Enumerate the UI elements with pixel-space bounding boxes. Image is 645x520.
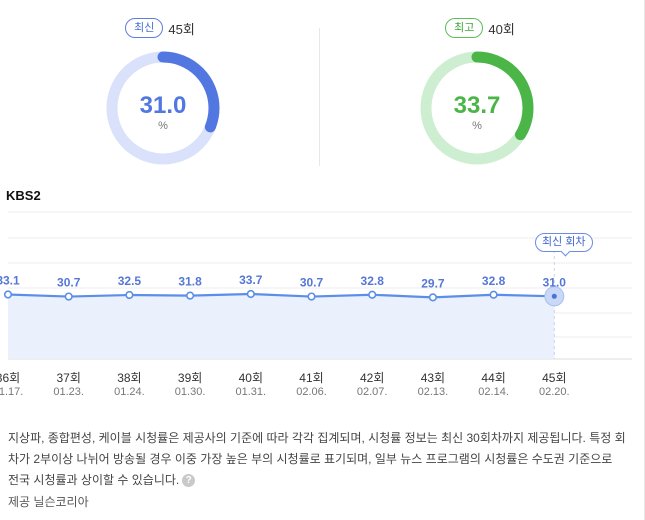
data-label: 31.0 [543, 275, 567, 289]
data-label: 33.1 [0, 274, 20, 288]
episode-label: 43회 [420, 371, 446, 385]
best-gauge: 33.7 % [417, 48, 537, 168]
episode-label: 38회 [117, 371, 142, 385]
data-label: 33.7 [239, 273, 263, 287]
rating-trend-chart: 33.1 30.7 32.5 31.8 33.7 30.7 32.8 29.7 32.8 31.0 [0, 211, 632, 360]
date-label: 01.23. [53, 386, 84, 398]
data-label: 30.7 [57, 276, 81, 290]
gauge-divider [319, 28, 320, 166]
date-label: 01.17. [0, 386, 24, 398]
latest-gauge-arc [106, 51, 220, 165]
episode-label: 39회 [177, 371, 203, 385]
date-label: 02.06. [296, 386, 327, 398]
latest-gauge: 31.0 % [103, 48, 223, 168]
help-icon[interactable]: ? [182, 474, 196, 488]
best-rating-panel: 최고 40회 33.7 % [320, 0, 640, 180]
provider-credit: 제공 닐슨코리아 [8, 495, 89, 509]
data-point [125, 290, 134, 300]
data-label: 32.8 [482, 274, 506, 288]
date-label: 02.13. [417, 386, 449, 398]
best-gauge-arc [420, 51, 534, 165]
best-rating-unit: % [472, 120, 482, 132]
episode-label: 45회 [542, 371, 567, 385]
data-point [307, 292, 316, 301]
best-header: 최고 40회 [320, 18, 640, 38]
notes-text: 지상파, 종합편성, 케이블 시청률은 제공사의 기준에 따라 각각 집계되며,… [8, 431, 626, 487]
latest-badge: 최신 [125, 18, 164, 38]
best-rating-value: 33.7 [453, 92, 501, 119]
data-point [186, 291, 195, 300]
data-label: 30.7 [300, 276, 324, 290]
data-point [64, 292, 73, 301]
episode-label: 44회 [481, 371, 506, 385]
rating-notes: 지상파, 종합편성, 케이블 시청률은 제공사의 기준에 따라 각각 집계되며,… [8, 428, 626, 491]
latest-rating-value: 31.0 [139, 92, 187, 119]
data-point [551, 293, 557, 299]
date-label: 02.14. [478, 386, 509, 398]
latest-episode-count: 45회 [168, 21, 195, 37]
data-point [3, 290, 13, 299]
date-label: 01.30. [174, 386, 206, 398]
episode-label: 40회 [238, 371, 263, 385]
data-point [246, 289, 255, 299]
latest-rating-unit: % [158, 120, 168, 132]
date-label: 01.31. [235, 386, 267, 398]
area-fill [8, 294, 555, 359]
data-label: 31.8 [178, 275, 202, 289]
channel-name: KBS2 [6, 188, 41, 203]
series-line [7, 292, 555, 299]
latest-episode-tooltip: 최신 회차 [535, 233, 593, 252]
episode-label: 41회 [299, 371, 324, 385]
data-label: 32.5 [118, 274, 142, 288]
date-label: 02.07. [356, 386, 388, 398]
data-label: 29.7 [421, 276, 445, 290]
best-episode-count: 40회 [488, 21, 515, 37]
best-badge: 최고 [445, 18, 484, 38]
latest-rating-panel: 최신 45회 31.0 % [0, 0, 320, 180]
data-point [428, 293, 438, 302]
latest-header: 최신 45회 [0, 18, 320, 38]
episode-label: 42회 [359, 371, 385, 385]
data-point [489, 290, 498, 299]
episode-label: 37회 [56, 371, 81, 385]
date-label: 01.24. [114, 386, 145, 398]
episode-label: 36회 [0, 371, 21, 385]
date-label: 02.20. [539, 386, 570, 398]
data-point [368, 290, 377, 299]
data-label: 32.8 [361, 274, 385, 288]
